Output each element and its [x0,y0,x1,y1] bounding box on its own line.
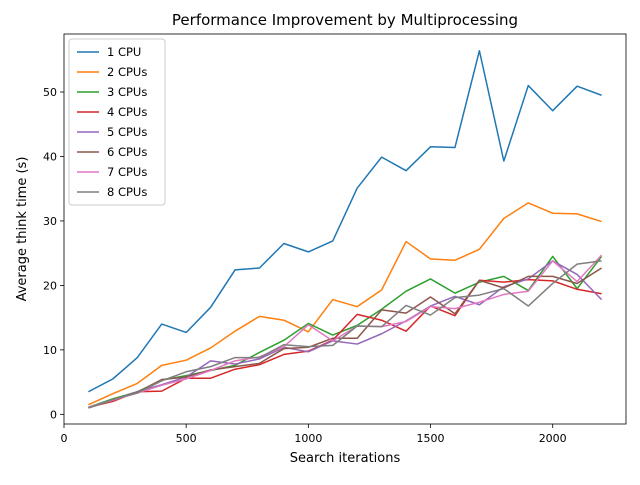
series-line-7-cpus [88,254,603,408]
legend-label: 5 CPUs [107,125,147,139]
series-lines [88,50,603,409]
x-tick-label: 2000 [539,432,567,445]
x-tick-label: 1000 [294,432,322,445]
series-line-5-cpus [88,260,603,409]
series-line-6-cpus [88,267,602,409]
y-tick-label: 0 [50,408,57,421]
chart-title: Performance Improvement by Multiprocessi… [172,11,518,29]
x-axis-ticks: 0 500 1000 1500 2000 [61,424,567,445]
y-tick-label: 30 [43,215,57,228]
x-tick-label: 1500 [417,432,445,445]
legend-box [68,38,166,206]
legend-label: 7 CPUs [107,165,147,179]
plot-frame [63,33,627,425]
y-tick-label: 20 [43,279,57,292]
legend-label: 6 CPUs [107,145,147,159]
series-line-2-cpus [88,202,602,406]
series-line-1-cpu [88,50,602,393]
y-tick-label: 50 [43,86,57,99]
legend-label: 1 CPU [107,45,141,59]
x-tick-label: 0 [61,432,68,445]
x-tick-label: 500 [176,432,197,445]
legend-label: 2 CPUs [107,65,147,79]
legend-label: 8 CPUs [107,185,147,199]
y-axis-ticks: 0 10 20 30 40 50 [43,86,64,421]
y-tick-label: 10 [43,344,57,357]
legend: 1 CPU 2 CPUs 3 CPUs 4 CPUs 5 CPUs 6 CPUs 7 CPU… [68,38,166,206]
legend-label: 4 CPUs [107,105,147,119]
y-axis-label: Average think time (s) [15,157,30,302]
y-tick-label: 40 [43,150,57,163]
legend-label: 3 CPUs [107,85,147,99]
series-line-4-cpus [88,278,602,408]
series-line-8-cpus [88,260,602,409]
x-axis-label: Search iterations [290,451,401,466]
